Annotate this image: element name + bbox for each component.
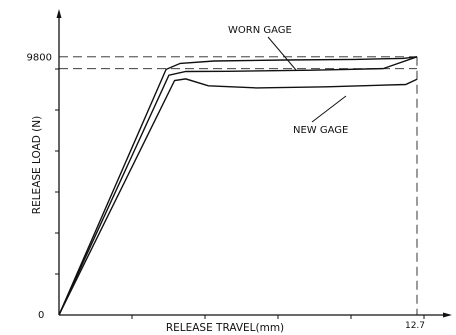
x-tick-label: 12.7 — [405, 321, 425, 331]
axis-ticks — [55, 68, 425, 319]
annotation-leader-1 — [267, 36, 297, 71]
reference-lines — [59, 56, 418, 315]
annotation-label-1: WORN GAGE — [228, 25, 292, 36]
series-lines — [58, 56, 418, 316]
series-line-2 — [58, 56, 418, 316]
series-line-3 — [58, 78, 418, 316]
x-axis-label: RELEASE TRAVEL(mm) — [166, 322, 284, 334]
axis-labels: 0 RELEASE TRAVEL(mm) RELEASE LOAD (N) 98… — [27, 52, 425, 334]
y-axis-label: RELEASE LOAD (N) — [31, 116, 43, 214]
annotation-label-2: NEW GAGE — [293, 125, 348, 136]
y-tick-label: 9800 — [27, 52, 52, 63]
series-line-1 — [58, 56, 418, 316]
axes — [56, 9, 452, 318]
origin-label: 0 — [38, 310, 44, 321]
annotation-leader-2 — [311, 95, 347, 123]
annotations: WORN GAGE NEW GAGE — [228, 25, 348, 136]
x-axis-arrow — [443, 312, 452, 318]
y-axis-arrow — [56, 9, 62, 18]
